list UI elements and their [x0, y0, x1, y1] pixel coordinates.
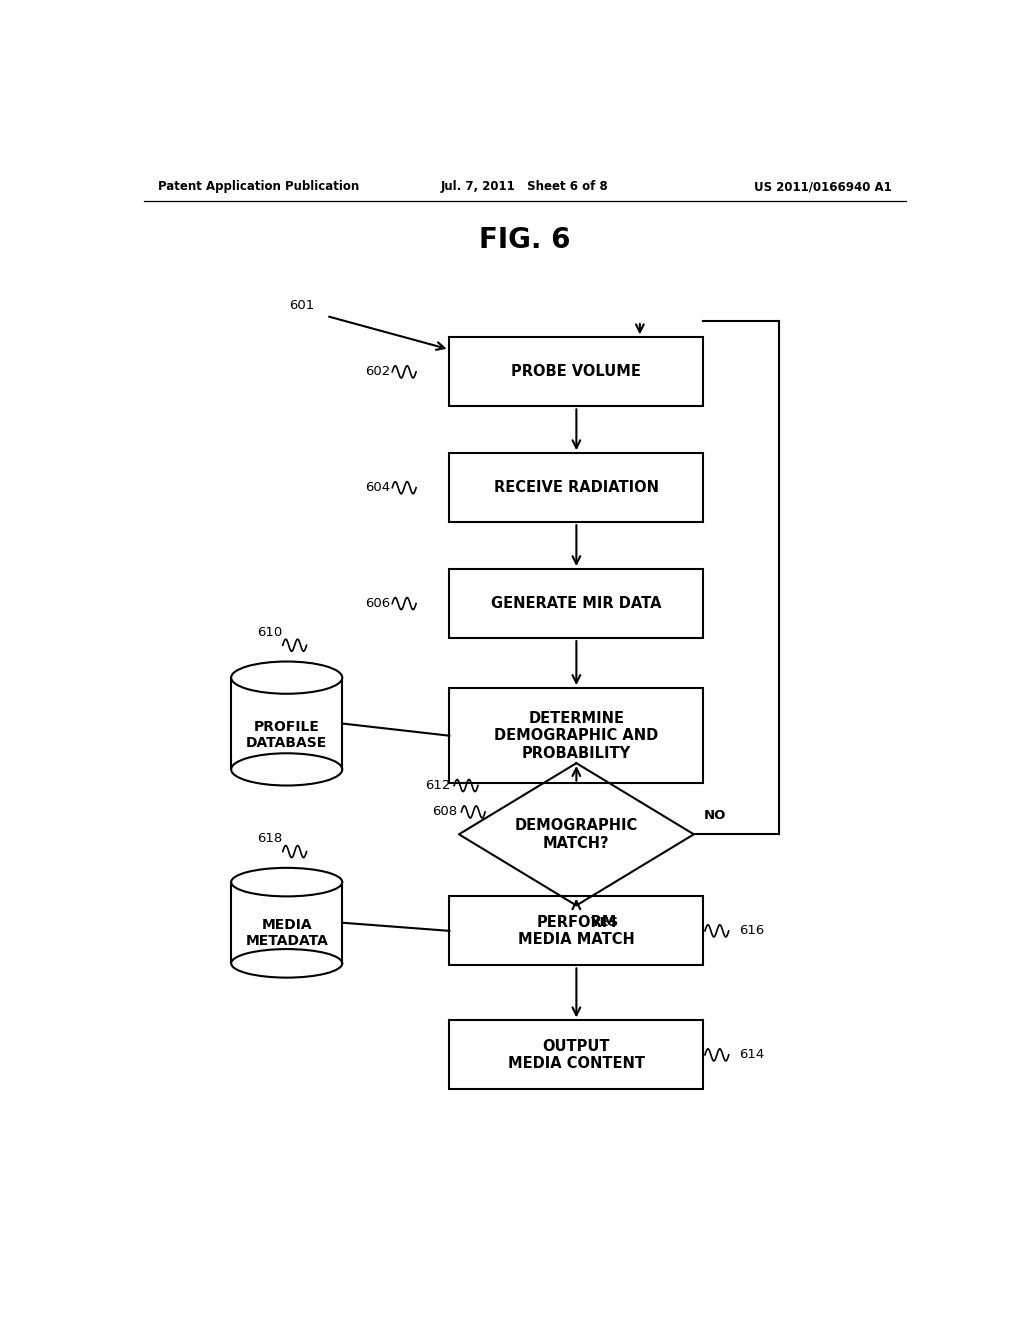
- Text: DEMOGRAPHIC
MATCH?: DEMOGRAPHIC MATCH?: [515, 818, 638, 850]
- Text: 606: 606: [365, 597, 390, 610]
- Text: GENERATE MIR DATA: GENERATE MIR DATA: [492, 597, 662, 611]
- Text: FIG. 6: FIG. 6: [479, 226, 570, 253]
- Text: NO: NO: [703, 809, 726, 822]
- Text: 602: 602: [365, 366, 390, 379]
- Text: 601: 601: [289, 300, 314, 313]
- Bar: [450, 688, 703, 784]
- Text: Patent Application Publication: Patent Application Publication: [158, 181, 359, 193]
- Bar: [450, 338, 703, 407]
- Text: 604: 604: [365, 482, 390, 494]
- Text: 618: 618: [257, 833, 283, 846]
- Bar: [450, 569, 703, 638]
- Ellipse shape: [231, 867, 342, 896]
- Ellipse shape: [231, 661, 342, 694]
- Bar: [450, 896, 703, 965]
- Polygon shape: [459, 763, 694, 906]
- Text: OUTPUT
MEDIA CONTENT: OUTPUT MEDIA CONTENT: [508, 1039, 645, 1071]
- Text: US 2011/0166940 A1: US 2011/0166940 A1: [754, 181, 892, 193]
- Bar: [450, 453, 703, 523]
- Text: 608: 608: [432, 805, 458, 818]
- Text: PERFORM
MEDIA MATCH: PERFORM MEDIA MATCH: [518, 915, 635, 946]
- Text: 610: 610: [257, 626, 283, 639]
- Text: 612: 612: [426, 779, 451, 792]
- Text: 614: 614: [739, 1048, 764, 1061]
- Ellipse shape: [231, 754, 342, 785]
- Text: PROBE VOLUME: PROBE VOLUME: [511, 364, 641, 379]
- Text: 616: 616: [739, 924, 764, 937]
- Bar: [450, 1020, 703, 1089]
- Bar: [231, 677, 342, 770]
- Text: RECEIVE RADIATION: RECEIVE RADIATION: [494, 480, 658, 495]
- Text: YES: YES: [591, 916, 618, 928]
- Text: MEDIA
METADATA: MEDIA METADATA: [246, 917, 328, 948]
- Bar: [231, 882, 342, 964]
- Text: DETERMINE
DEMOGRAPHIC AND
PROBABILITY: DETERMINE DEMOGRAPHIC AND PROBABILITY: [495, 710, 658, 760]
- Text: PROFILE
DATABASE: PROFILE DATABASE: [246, 719, 328, 750]
- Ellipse shape: [231, 949, 342, 978]
- Text: Jul. 7, 2011   Sheet 6 of 8: Jul. 7, 2011 Sheet 6 of 8: [441, 181, 608, 193]
